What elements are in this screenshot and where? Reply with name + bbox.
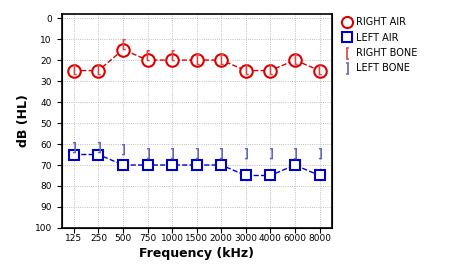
Text: ]: ] [242,148,250,161]
Text: [: [ [218,54,225,66]
Text: ]: ] [144,148,151,161]
Text: ]: ] [95,142,102,155]
Text: [: [ [316,64,323,77]
Text: [: [ [267,64,274,77]
Text: ]: ] [193,148,201,161]
Text: [: [ [144,49,151,62]
Text: ]: ] [316,148,323,161]
Legend: RIGHT AIR, LEFT AIR, RIGHT BONE, LEFT BONE: RIGHT AIR, LEFT AIR, RIGHT BONE, LEFT BO… [339,14,420,76]
Text: [: [ [193,54,201,66]
Y-axis label: dB (HL): dB (HL) [18,95,30,147]
Text: ]: ] [291,148,299,161]
Text: ]: ] [267,148,274,161]
X-axis label: Frequency (kHz): Frequency (kHz) [139,247,254,260]
Text: [: [ [119,39,127,52]
Text: [: [ [242,64,250,77]
Text: [: [ [70,64,78,77]
Text: [: [ [95,64,102,77]
Text: [: [ [291,54,299,66]
Text: ]: ] [168,148,176,161]
Text: ]: ] [119,144,127,157]
Text: [: [ [168,49,176,62]
Text: ]: ] [70,142,78,155]
Text: ]: ] [218,148,225,161]
